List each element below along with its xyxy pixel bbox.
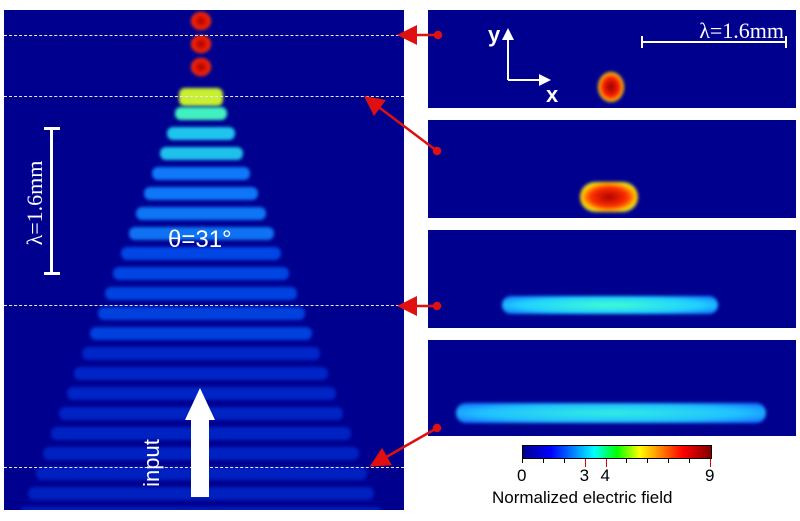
cross-section-4 [428, 340, 796, 436]
field-spot [598, 72, 624, 102]
field-bar [20, 507, 382, 510]
arrow-2 [364, 95, 438, 152]
scale-bar-left [50, 127, 53, 275]
field-hotspot [191, 12, 211, 30]
colorbar [522, 445, 712, 459]
field-bar [175, 107, 227, 120]
field-bar [159, 147, 243, 160]
field-bar [97, 307, 305, 320]
field-bar [113, 267, 289, 280]
colorbar-tick [668, 459, 670, 463]
colorbar-tick [626, 459, 628, 463]
colorbar-label: Normalized electric field [492, 488, 673, 507]
field-bar [136, 207, 266, 220]
field-hotspot [191, 58, 211, 76]
colorbar-tick-label: 9 [705, 466, 715, 485]
field-hotspot [191, 35, 211, 53]
cut-line-2 [4, 96, 404, 97]
colorbar-tick [522, 459, 523, 463]
field-stripe [456, 403, 766, 423]
axes-icon [502, 28, 551, 86]
field-stripe [502, 296, 718, 314]
cut-line-1 [4, 35, 404, 36]
colorbar-tick [542, 459, 544, 463]
field-bar [105, 287, 297, 300]
input-arrow-icon [185, 388, 215, 497]
colorbar-tick [605, 459, 607, 467]
field-bar [151, 167, 251, 180]
cross-section-1: λ=1.6mm y x [428, 10, 796, 108]
colorbar-tick [689, 459, 691, 463]
field-bar [167, 127, 235, 140]
axis-x-label: x [546, 82, 559, 107]
colorbar-tick-label: 0 [517, 466, 527, 485]
cross-section-3 [428, 230, 796, 328]
colorbar-tick-label: 4 [600, 466, 611, 485]
scale-label-right: λ=1.6mm [699, 18, 784, 43]
field-bar [128, 227, 274, 240]
field-bar [82, 347, 320, 360]
field-bar [74, 367, 328, 380]
colorbar-tick [563, 459, 565, 463]
colorbar-tick-label: 3 [579, 466, 590, 485]
scale-bar-right [641, 36, 787, 48]
colorbar-tick [647, 459, 649, 463]
field-bar [89, 327, 313, 340]
field-bar [179, 88, 223, 106]
field-bar [144, 187, 258, 200]
field-spot [580, 182, 638, 212]
field-bar [120, 247, 282, 260]
cut-line-3 [4, 305, 404, 306]
arrow-4 [369, 426, 438, 467]
cross-section-2 [428, 120, 796, 218]
colorbar-tick [584, 459, 586, 467]
axis-y-label: y [488, 22, 501, 47]
angle-label: θ=31° [168, 226, 232, 253]
colorbar-tick [710, 459, 711, 467]
